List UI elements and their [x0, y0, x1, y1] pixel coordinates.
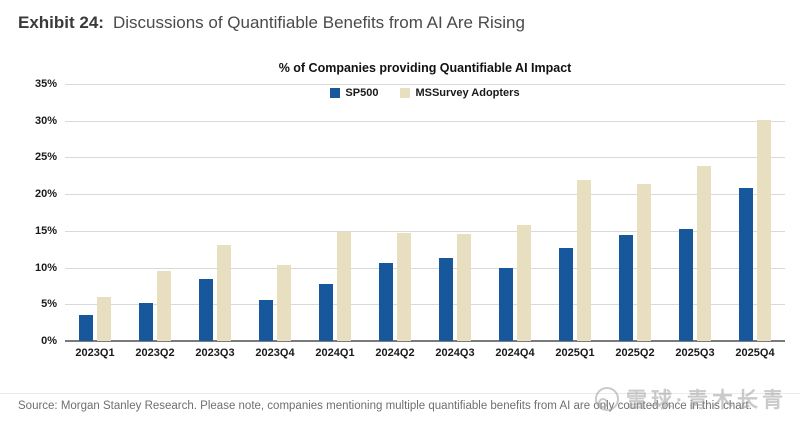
bar-group-2023Q3	[185, 84, 245, 341]
x-tick-label-2025Q4: 2025Q4	[735, 347, 775, 359]
footer-divider	[0, 393, 800, 394]
bar-mssurvey-adopters-2024Q2	[397, 233, 411, 341]
bar-group-2023Q1	[65, 84, 125, 341]
bar-group-2024Q2	[365, 84, 425, 341]
y-tick-label: 25%	[34, 151, 57, 164]
gridline-35	[65, 84, 785, 85]
bar-sp500-2023Q2	[139, 302, 153, 341]
y-tick-label: 15%	[34, 224, 57, 237]
bar-sp500-2025Q1	[559, 247, 573, 341]
bar-group-2025Q1	[545, 84, 605, 341]
bar-mssurvey-adopters-2025Q3	[697, 165, 711, 341]
exhibit-label: Exhibit 24:	[18, 13, 104, 32]
bar-group-2024Q1	[305, 84, 365, 341]
gridline-30	[65, 120, 785, 122]
x-tick-label-2025Q2: 2025Q2	[615, 347, 655, 359]
x-tick-label-2023Q3: 2023Q3	[195, 347, 235, 359]
y-tick-label: 35%	[34, 78, 57, 90]
legend-label: SP500	[345, 87, 379, 99]
bar-sp500-2023Q4	[259, 299, 273, 341]
bar-sp500-2024Q4	[499, 268, 513, 341]
bar-mssurvey-adopters-2024Q1	[337, 231, 351, 341]
legend-swatch-icon	[400, 88, 411, 98]
bar-mssurvey-adopters-2023Q2	[157, 270, 171, 341]
bar-sp500-2023Q1	[79, 314, 93, 341]
bar-sp500-2025Q2	[619, 235, 633, 341]
bar-sp500-2025Q3	[679, 228, 693, 341]
bar-mssurvey-adopters-2023Q1	[97, 296, 111, 341]
x-tick-label-2024Q2: 2024Q2	[375, 347, 415, 359]
exhibit-title: Discussions of Quantifiable Benefits fro…	[112, 13, 525, 32]
legend: SP500 MSSurvey Adopters	[65, 87, 785, 99]
legend-swatch-icon	[330, 88, 341, 98]
bar-group-2024Q4	[485, 84, 545, 341]
bar-group-2025Q3	[665, 84, 725, 341]
bar-mssurvey-adopters-2023Q4	[277, 264, 291, 341]
bar-mssurvey-adopters-2024Q3	[457, 233, 471, 341]
bar-mssurvey-adopters-2025Q4	[757, 119, 771, 341]
gridline-15	[65, 230, 785, 232]
x-tick-label-2025Q3: 2025Q3	[675, 347, 715, 359]
x-tick-label-2023Q1: 2023Q1	[75, 347, 115, 359]
bar-mssurvey-adopters-2024Q4	[517, 224, 531, 341]
gridline-25	[65, 157, 785, 159]
bar-sp500-2024Q1	[319, 284, 333, 341]
exhibit-header: Exhibit 24: Discussions of Quantifiable B…	[18, 13, 525, 33]
bar-group-2023Q4	[245, 84, 305, 341]
x-tick-label-2025Q1: 2025Q1	[555, 347, 595, 359]
gridline-10	[65, 267, 785, 269]
plot-area: SP500 MSSurvey Adopters	[65, 84, 785, 342]
bar-sp500-2024Q2	[379, 263, 393, 341]
bar-group-2025Q2	[605, 84, 665, 341]
y-axis-labels: 0% 5% 10% 15% 20% 25% 30% 35%	[0, 78, 57, 347]
y-tick-label: 0%	[41, 335, 57, 347]
legend-item-mssurvey-adopters: MSSurvey Adopters	[400, 87, 520, 99]
x-axis-labels: 2023Q1 2023Q2 2023Q3 2023Q4 2024Q1 2024Q2 2024…	[65, 347, 785, 361]
y-tick-label: 20%	[34, 188, 57, 201]
gridline-20	[65, 194, 785, 196]
x-tick-label-2024Q3: 2024Q3	[435, 347, 475, 359]
legend-label: MSSurvey Adopters	[415, 87, 520, 99]
x-tick-label-2023Q2: 2023Q2	[135, 347, 175, 359]
bar-sp500-2024Q3	[439, 258, 453, 341]
gridline-5	[65, 304, 785, 306]
bar-group-2023Q2	[125, 84, 185, 341]
bar-mssurvey-adopters-2023Q3	[217, 244, 231, 341]
y-tick-label: 30%	[34, 114, 57, 127]
bar-mssurvey-adopters-2025Q2	[637, 183, 651, 341]
y-tick-label: 5%	[41, 298, 57, 311]
bar-group-2025Q4	[725, 84, 785, 341]
bar-sp500-2025Q4	[739, 187, 753, 341]
x-tick-label-2023Q4: 2023Q4	[255, 347, 295, 359]
x-axis-line	[65, 340, 785, 342]
y-tick-label: 10%	[34, 261, 57, 274]
source-note: Source: Morgan Stanley Research. Please …	[18, 400, 752, 412]
bar-mssurvey-adopters-2025Q1	[577, 180, 591, 341]
chart-title: % of Companies providing Quantifiable AI…	[278, 61, 572, 75]
x-tick-label-2024Q1: 2024Q1	[315, 347, 355, 359]
bar-group-2024Q3	[425, 84, 485, 341]
legend-item-sp500: SP500	[330, 87, 378, 99]
bar-sp500-2023Q3	[199, 279, 213, 341]
x-tick-label-2024Q4: 2024Q4	[495, 347, 535, 359]
